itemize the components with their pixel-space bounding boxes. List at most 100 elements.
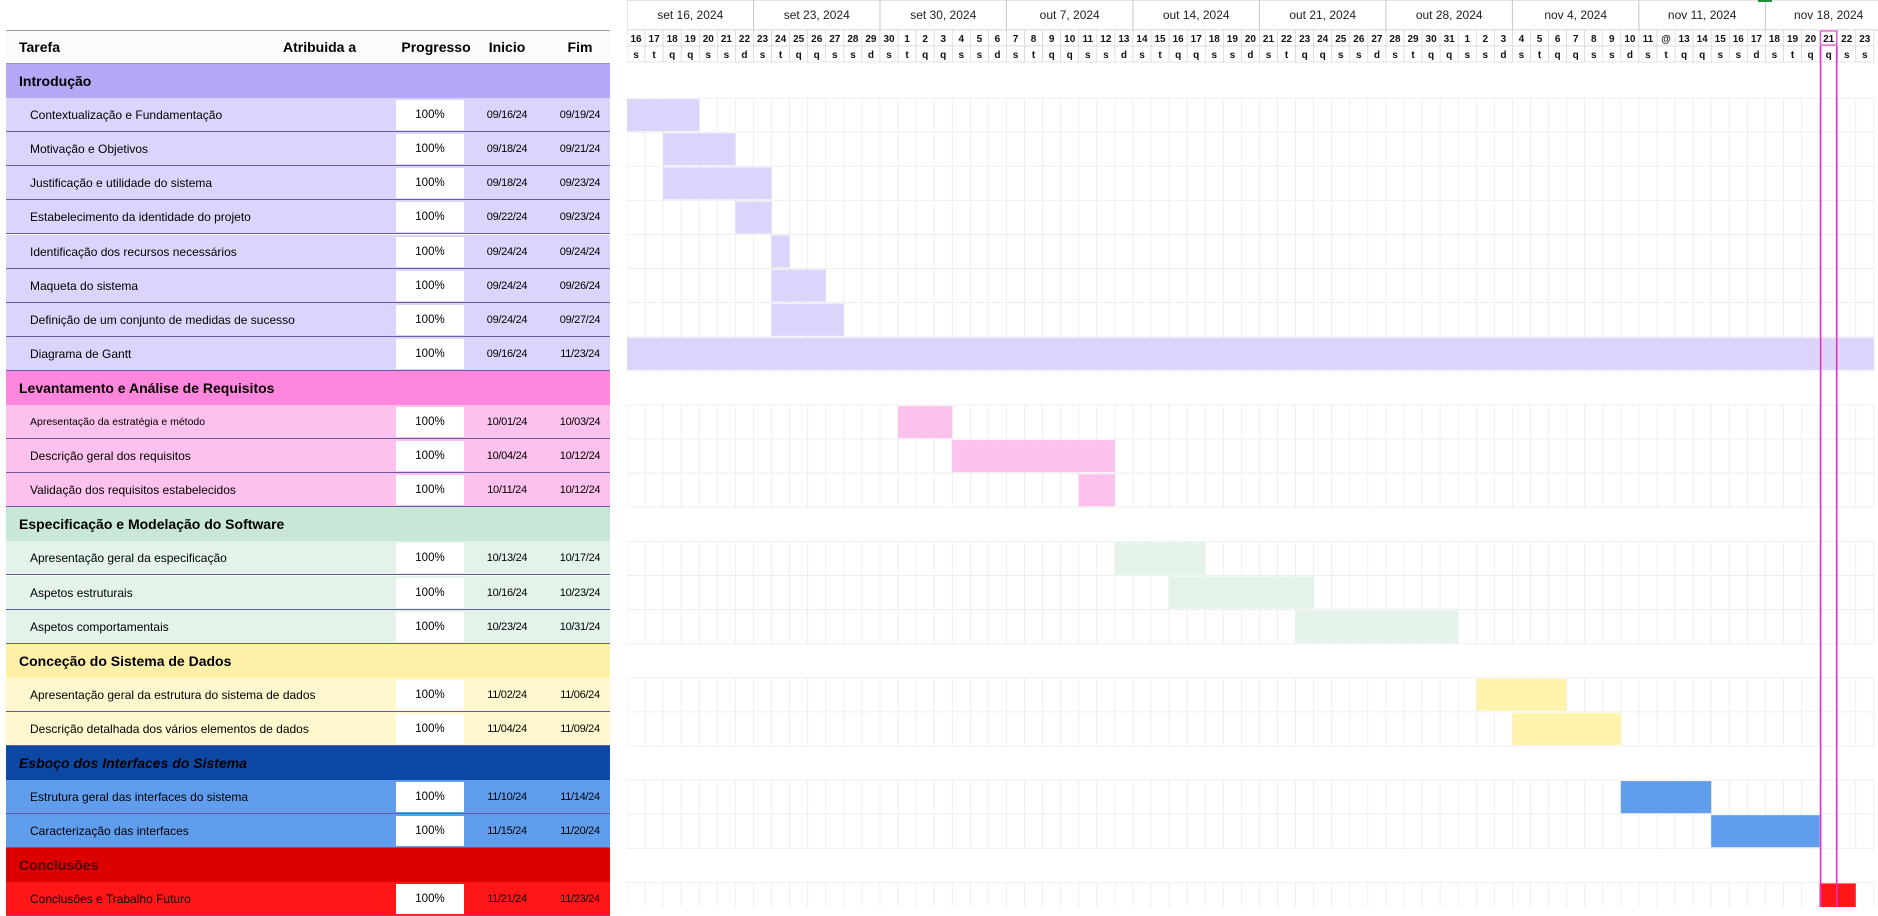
task-start-date[interactable]: 10/16/24	[486, 586, 528, 599]
gantt-task-bar[interactable]	[771, 235, 790, 268]
task-progress[interactable]: 100%	[396, 168, 464, 199]
task-progress[interactable]: 100%	[396, 713, 464, 744]
group-row[interactable]: Esboço dos Interfaces do Sistema	[6, 746, 610, 780]
task-progress[interactable]: 100%	[396, 577, 464, 608]
task-start-date[interactable]: 09/24/24	[486, 313, 528, 326]
task-end-date[interactable]: 09/24/24	[559, 245, 601, 258]
task-row[interactable]: Descrição detalhada dos vários elementos…	[6, 711, 610, 746]
task-row[interactable]: Apresentação geral da estrutura do siste…	[6, 677, 610, 712]
task-end-date[interactable]: 09/21/24	[559, 143, 601, 156]
group-row[interactable]: Especificação e Modelação do Software	[6, 507, 610, 542]
task-row[interactable]: Apresentação geral da especificação 100% 1…	[6, 541, 610, 576]
group-row[interactable]: Levantamento e Análise de Requisitos	[6, 370, 610, 405]
task-start-date[interactable]: 09/24/24	[486, 245, 528, 258]
task-start-date[interactable]: 10/01/24	[486, 416, 528, 428]
gantt-task-bar[interactable]	[898, 406, 953, 439]
gantt-task-bar[interactable]	[1078, 474, 1115, 507]
task-name[interactable]: Identificação dos recursos necessários	[30, 244, 237, 259]
task-start-date[interactable]: 11/04/24	[487, 722, 527, 735]
task-end-date[interactable]: 10/12/24	[559, 484, 601, 497]
task-row[interactable]: Caracterização das interfaces 100% 11/15/2…	[6, 814, 610, 849]
task-start-date[interactable]: 10/11/24	[487, 484, 527, 497]
task-row[interactable]: Apresentação da estratégia e método 100% 1…	[6, 405, 610, 439]
task-row[interactable]: Contextualização e Fundamentação 100% 09/1…	[6, 98, 610, 133]
task-start-date[interactable]: 09/22/24	[486, 211, 528, 224]
task-row[interactable]: Descrição geral dos requisitos 100% 10/04/…	[6, 439, 610, 474]
column-header-end[interactable]: Fim	[567, 39, 593, 55]
task-name[interactable]: Estabelecimento da identidade do projeto	[30, 210, 251, 225]
task-name[interactable]: Apresentação geral da especificação	[30, 551, 227, 566]
task-name[interactable]: Descrição detalhada dos vários elementos…	[30, 721, 309, 736]
task-row[interactable]: Validação dos requisitos estabelecidos 10…	[6, 473, 610, 508]
task-start-date[interactable]: 09/16/24	[486, 347, 528, 360]
task-end-date[interactable]: 11/14/24	[560, 791, 600, 804]
task-name[interactable]: Aspetos comportamentais	[30, 619, 169, 634]
task-name[interactable]: Apresentação da estratégia e método	[30, 416, 206, 428]
task-end-date[interactable]: 10/03/24	[559, 416, 601, 428]
task-start-date[interactable]: 11/10/24	[487, 791, 527, 804]
task-progress[interactable]: 100%	[396, 611, 464, 642]
task-end-date[interactable]: 10/12/24	[559, 450, 601, 463]
group-row[interactable]: Conclusões	[6, 848, 610, 883]
task-row[interactable]: Identificação dos recursos necessários 10…	[6, 234, 610, 269]
task-end-date[interactable]: 09/27/24	[559, 313, 601, 326]
task-start-date[interactable]: 11/02/24	[487, 688, 527, 701]
column-header-progress[interactable]: Progresso	[401, 39, 471, 55]
column-header-assigned[interactable]: Atribuida a	[283, 39, 357, 55]
gantt-task-bar[interactable]	[1711, 815, 1820, 848]
gantt-task-bar[interactable]	[952, 440, 1115, 473]
task-name[interactable]: Motivação e Objetivos	[30, 142, 149, 157]
task-progress[interactable]: 100%	[396, 441, 464, 472]
task-end-date[interactable]: 11/20/24	[560, 825, 600, 838]
task-row[interactable]: Justificação e utilidade do sistema 100% 0…	[6, 166, 610, 201]
task-progress[interactable]: 100%	[396, 304, 464, 335]
task-name[interactable]: Conclusões e Trabalho Futuro	[30, 892, 191, 907]
task-name[interactable]: Aspetos estruturais	[30, 585, 133, 600]
task-name[interactable]: Contextualização e Fundamentação	[30, 108, 223, 123]
gantt-task-bar[interactable]	[1819, 883, 1856, 907]
task-progress[interactable]: 100%	[396, 134, 464, 165]
task-start-date[interactable]: 10/23/24	[486, 620, 528, 633]
task-progress[interactable]: 100%	[396, 338, 464, 369]
task-name[interactable]: Justificação e utilidade do sistema	[30, 176, 213, 191]
gantt-task-bar[interactable]	[1169, 576, 1314, 609]
column-header-start[interactable]: Inicio	[488, 39, 526, 55]
task-end-date[interactable]: 11/09/24	[560, 722, 600, 735]
task-end-date[interactable]: 11/23/24	[560, 893, 600, 906]
task-name[interactable]: Descrição geral dos requisitos	[30, 449, 191, 464]
task-name[interactable]: Definição de um conjunto de medidas de s…	[30, 312, 295, 327]
task-start-date[interactable]: 09/18/24	[486, 177, 528, 190]
task-start-date[interactable]: 11/21/24	[487, 893, 527, 906]
group-row[interactable]: Conceção do Sistema de Dados	[6, 643, 610, 678]
gantt-task-bar[interactable]	[627, 337, 1874, 370]
task-row[interactable]: Maqueta do sistema 100% 09/24/24 09/26/24	[6, 268, 610, 303]
task-start-date[interactable]: 09/24/24	[486, 279, 528, 292]
task-end-date[interactable]: 09/19/24	[559, 109, 601, 122]
task-progress[interactable]: 100%	[396, 884, 464, 915]
gantt-task-bar[interactable]	[663, 133, 736, 166]
gantt-task-bar[interactable]	[1114, 542, 1206, 575]
task-row[interactable]: Estrutura geral das interfaces do sistem…	[6, 780, 610, 815]
task-end-date[interactable]: 09/23/24	[559, 211, 601, 224]
gantt-task-bar[interactable]	[663, 167, 772, 200]
task-row[interactable]: Diagrama de Gantt 100% 09/16/24 11/23/24	[6, 336, 610, 371]
task-start-date[interactable]: 10/04/24	[486, 450, 528, 463]
column-header-task[interactable]: Tarefa	[19, 39, 60, 55]
task-row[interactable]: Aspetos estruturais 100% 10/16/24 10/23/24	[6, 575, 610, 610]
gantt-task-bar[interactable]	[735, 201, 772, 234]
task-row[interactable]: Definição de um conjunto de medidas de s…	[6, 302, 610, 337]
task-progress[interactable]: 100%	[396, 202, 464, 233]
task-end-date[interactable]: 10/17/24	[559, 552, 601, 565]
task-name[interactable]: Validação dos requisitos estabelecidos	[30, 483, 236, 498]
task-progress[interactable]: 100%	[396, 100, 464, 131]
task-progress[interactable]: 100%	[396, 782, 464, 813]
task-name[interactable]: Caracterização das interfaces	[30, 824, 189, 839]
task-start-date[interactable]: 10/13/24	[486, 552, 528, 565]
task-end-date[interactable]: 09/26/24	[559, 279, 601, 292]
task-row[interactable]: Motivação e Objetivos 100% 09/18/24 09/21/2…	[6, 132, 610, 167]
task-progress[interactable]: 100%	[396, 816, 464, 847]
group-row[interactable]: Introdução	[6, 64, 610, 98]
gantt-task-bar[interactable]	[771, 303, 844, 336]
task-end-date[interactable]: 10/23/24	[559, 586, 601, 599]
task-row[interactable]: Conclusões e Trabalho Futuro 100% 11/21/24…	[6, 882, 610, 916]
